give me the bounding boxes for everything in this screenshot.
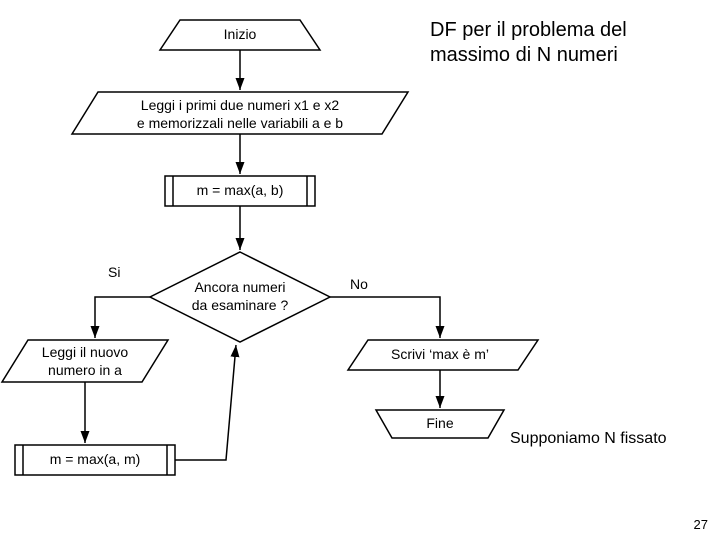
footer-note: Supponiamo N fissato — [510, 430, 667, 448]
node-leggia-line2: numero in a — [48, 362, 122, 378]
node-mmaxab-label: m = max(a, b) — [165, 182, 315, 200]
node-fine-label: Fine — [380, 415, 500, 433]
edge-mmaxam-decision — [175, 345, 236, 460]
edge-decision-si — [95, 297, 150, 338]
node-decision-label: Ancora numeri da esaminare ? — [160, 279, 320, 314]
node-leggi2-label: Leggi i primi due numeri x1 e x2 e memor… — [85, 97, 395, 132]
node-mmaxam-label: m = max(a, m) — [15, 451, 175, 469]
node-leggia-label: Leggi il nuovo numero in a — [10, 344, 160, 379]
edge-label-no: No — [350, 276, 390, 294]
node-decision-line2: da esaminare ? — [192, 297, 289, 313]
edge-label-si: Si — [108, 264, 148, 282]
node-inizio-label: Inizio — [165, 26, 315, 44]
node-leggi2-line2: e memorizzali nelle variabili a e b — [137, 115, 343, 131]
node-leggi2-line1: Leggi i primi due numeri x1 e x2 — [141, 97, 339, 113]
page-number: 27 — [694, 517, 708, 532]
node-leggia-line1: Leggi il nuovo — [42, 344, 128, 360]
node-decision-line1: Ancora numeri — [194, 279, 285, 295]
slide-title-line1: DF per il problema del — [430, 19, 627, 41]
edge-decision-no — [330, 297, 440, 338]
slide-title: DF per il problema del massimo di N nume… — [430, 18, 710, 68]
node-scrivi-label: Scrivi ‘max è m’ — [355, 346, 525, 364]
slide-title-line2: massimo di N numeri — [430, 44, 618, 66]
